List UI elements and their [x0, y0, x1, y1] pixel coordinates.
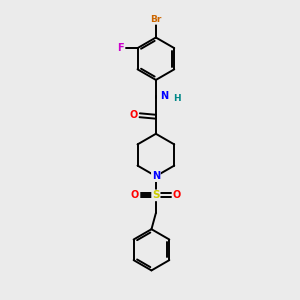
Text: S: S: [152, 190, 160, 200]
Text: H: H: [173, 94, 180, 103]
Text: Br: Br: [150, 15, 162, 24]
Text: O: O: [129, 110, 137, 120]
Text: F: F: [117, 43, 124, 53]
Text: N: N: [152, 171, 160, 181]
Text: O: O: [173, 190, 181, 200]
Text: N: N: [160, 91, 168, 101]
Text: O: O: [130, 190, 139, 200]
